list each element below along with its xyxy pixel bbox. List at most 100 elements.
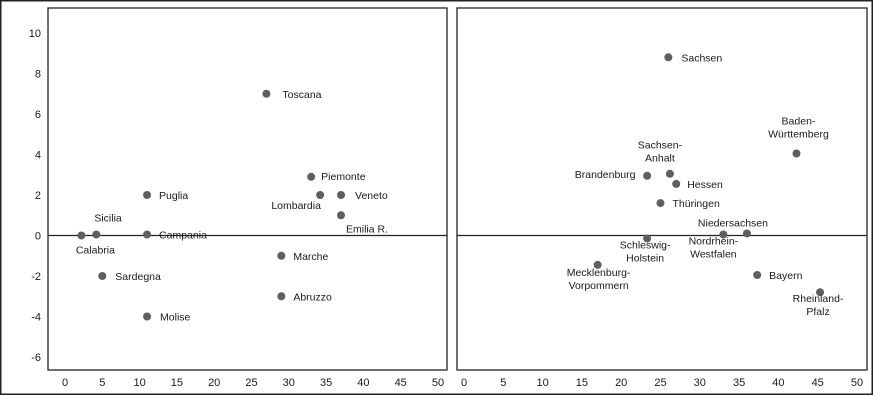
point-label-line: Hessen	[687, 179, 723, 191]
point-label: Emilia R.	[346, 223, 388, 235]
point-label-line: Mecklenburg-	[567, 267, 631, 279]
point-label-line: Nordrhein-	[689, 235, 739, 247]
point-label-line: Württemberg	[768, 128, 829, 140]
point-label-line: Piemonte	[321, 171, 366, 183]
point-label-line: Toscana	[282, 89, 321, 101]
x-tick-label: 0	[461, 377, 467, 389]
point-label-line: Puglia	[159, 190, 188, 202]
point-label-line: Lombardia	[271, 200, 321, 212]
data-point	[665, 169, 674, 178]
y-tick-label: 10	[29, 28, 41, 40]
x-tick-label: 20	[615, 377, 627, 389]
x-tick-label: 5	[99, 377, 105, 389]
y-tick-label: 0	[35, 231, 41, 243]
point-label-line: Sachsen	[681, 52, 722, 64]
point-label: Baden-Württemberg	[768, 115, 829, 140]
point-label: Molise	[160, 312, 191, 324]
point-label-line: Sardegna	[115, 271, 161, 283]
panel-2-frame	[456, 7, 868, 371]
y-tick-label: 6	[35, 109, 41, 121]
data-point	[337, 191, 346, 199]
point-label: Abruzzo	[293, 291, 332, 303]
panel-1-frame	[47, 7, 448, 371]
data-point	[643, 234, 652, 243]
point-label-line: Campania	[159, 229, 207, 241]
x-tick-label: 30	[694, 377, 706, 389]
data-point	[277, 251, 286, 260]
y-tick-label: 8	[35, 69, 41, 81]
point-label: Toscana	[282, 89, 321, 101]
data-point	[816, 288, 825, 297]
point-label-line: Sachsen-	[638, 140, 683, 152]
point-label: Sicilia	[94, 212, 122, 224]
data-point	[143, 312, 152, 321]
point-label: Bayern	[769, 270, 802, 282]
data-point	[143, 230, 152, 239]
y-tick-label: 4	[35, 150, 41, 162]
point-label: Nordrhein-Westfalen	[689, 235, 739, 260]
data-point	[753, 270, 762, 279]
point-label-line: Molise	[160, 312, 191, 324]
point-label: Puglia	[159, 190, 188, 202]
data-point	[307, 172, 316, 181]
x-tick-label: 50	[851, 377, 863, 389]
data-point	[77, 231, 86, 240]
x-tick-label: 25	[654, 377, 666, 389]
point-label: Schleswig-Holstein	[620, 240, 671, 265]
point-label-line: Marche	[293, 251, 328, 263]
point-label-line: Calabria	[76, 245, 115, 257]
data-point	[277, 292, 286, 301]
point-label-line: Veneto	[355, 190, 388, 202]
x-tick-label: 20	[208, 377, 220, 389]
point-label-line: Schleswig-	[620, 240, 671, 252]
data-point	[656, 199, 665, 208]
x-tick-label: 40	[772, 377, 784, 389]
x-tick-label: 45	[812, 377, 824, 389]
point-label: Marche	[293, 251, 328, 263]
point-label: Calabria	[76, 245, 115, 257]
x-tick-label: 30	[283, 377, 295, 389]
x-tick-label: 35	[733, 377, 745, 389]
point-label-line: Anhalt	[645, 153, 675, 165]
data-point	[98, 272, 107, 280]
x-tick-label: 25	[245, 377, 257, 389]
point-label-line: Abruzzo	[293, 291, 332, 303]
x-tick-label: 45	[395, 377, 407, 389]
x-tick-label: 15	[171, 377, 183, 389]
data-point	[719, 230, 728, 239]
point-label: Lombardia	[271, 200, 321, 212]
data-point	[792, 149, 801, 158]
point-label-line: Westfalen	[690, 248, 737, 260]
y-tick-label: -6	[31, 352, 41, 364]
point-label-line: Rheinland-	[793, 293, 844, 305]
data-point	[664, 53, 673, 62]
x-tick-label: 0	[62, 377, 68, 389]
point-label: Veneto	[355, 190, 388, 202]
data-point	[643, 171, 652, 180]
point-label: Niedersachsen	[698, 217, 768, 229]
point-label: Brandenburg	[575, 169, 636, 181]
point-label-line: Bayern	[769, 270, 802, 282]
x-tick-label: 10	[536, 377, 548, 389]
x-tick-label: 50	[432, 377, 444, 389]
y-tick-label: -2	[31, 271, 41, 283]
point-label-line: Sicilia	[94, 212, 122, 224]
point-label-line: Holstein	[626, 253, 664, 265]
x-tick-label: 10	[133, 377, 145, 389]
point-label: Mecklenburg-Vorpommern	[567, 267, 631, 292]
point-label-line: Pfalz	[806, 306, 829, 318]
data-point	[92, 230, 101, 239]
point-label-line: Emilia R.	[346, 223, 388, 235]
point-label-line: Brandenburg	[575, 169, 636, 181]
data-point	[262, 89, 271, 98]
data-point	[143, 191, 152, 199]
x-tick-label: 35	[320, 377, 332, 389]
point-label: Thüringen	[673, 198, 720, 210]
point-label: Rheinland-Pfalz	[793, 293, 844, 318]
x-tick-label: 5	[500, 377, 506, 389]
point-label: Sachsen	[681, 52, 722, 64]
point-label-line: Thüringen	[673, 198, 720, 210]
x-tick-label: 15	[576, 377, 588, 389]
data-point	[337, 211, 346, 220]
